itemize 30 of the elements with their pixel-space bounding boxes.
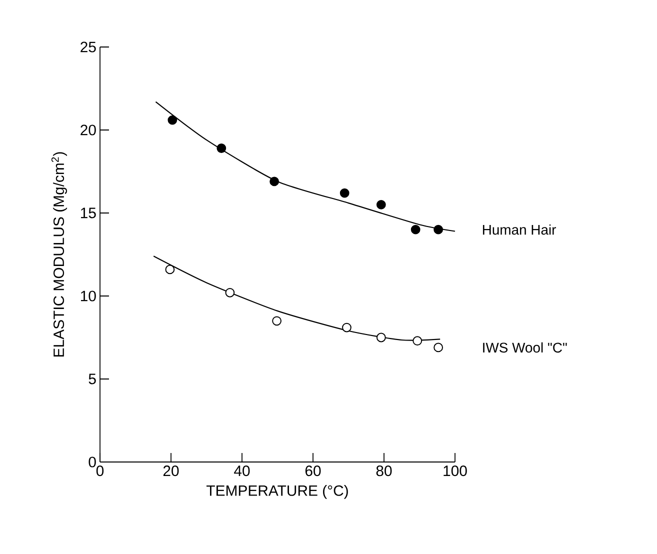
y-tick-label: 0: [88, 456, 96, 468]
x-tick-label: 40: [234, 466, 250, 476]
point: [340, 188, 350, 198]
y-axis-title: ELASTIC MODULUS (Mg/cm$^{2}$): [51, 152, 68, 356]
point: [165, 264, 175, 274]
x-tick-label: 0: [96, 466, 104, 476]
x-axis-title: TEMPERATURE (°C): [206, 484, 348, 499]
x-tick-label: 100: [444, 466, 467, 476]
point: [342, 322, 352, 332]
point: [376, 200, 386, 210]
text: Human Hair: [482, 224, 556, 235]
x-tick-label: 60: [305, 466, 321, 476]
point: [412, 336, 422, 346]
text: IWS Wool "C": [483, 342, 567, 353]
point: [272, 316, 282, 326]
y-tick-label: 5: [88, 374, 96, 384]
y-tick-label: 10: [81, 290, 96, 302]
point: [434, 224, 444, 234]
point: [434, 342, 444, 352]
point: [216, 144, 226, 153]
point: [225, 288, 235, 298]
y-tick-label: 20: [80, 124, 96, 136]
x-tick-label: 80: [376, 466, 392, 476]
point: [410, 224, 420, 234]
y-tick-label: 25: [80, 42, 96, 52]
point: [168, 115, 178, 125]
y-tick-label: 15: [81, 208, 96, 218]
point: [376, 332, 386, 342]
point: [270, 176, 280, 186]
x-tick-label: 20: [163, 466, 179, 476]
